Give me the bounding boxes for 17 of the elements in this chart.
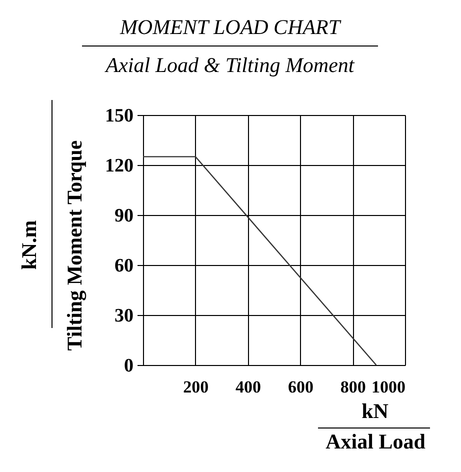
y-tick-label: 150 xyxy=(105,106,134,126)
y-tick-label: 0 xyxy=(124,356,134,376)
x-axis-title: Axial Load xyxy=(326,430,426,454)
chart-title: MOMENT LOAD CHART xyxy=(118,15,342,39)
x-tick-label: 400 xyxy=(236,378,262,396)
text: kN xyxy=(362,399,388,423)
x-tick-label: 800 xyxy=(340,378,366,396)
x-tick-label: 1000 xyxy=(372,378,406,396)
y-tick-label: 60 xyxy=(114,256,134,276)
x-tick-label: 200 xyxy=(183,378,209,396)
y-tick-label: 30 xyxy=(114,306,134,326)
text: kN.m xyxy=(17,220,41,270)
y-tick-label: 120 xyxy=(105,156,134,176)
y-axis-title: Tilting Moment Torque xyxy=(62,140,86,351)
chart-subtitle: Axial Load & Tilting Moment xyxy=(104,53,356,77)
x-tick-label: 600 xyxy=(288,378,314,396)
y-tick-label: 90 xyxy=(114,206,134,226)
